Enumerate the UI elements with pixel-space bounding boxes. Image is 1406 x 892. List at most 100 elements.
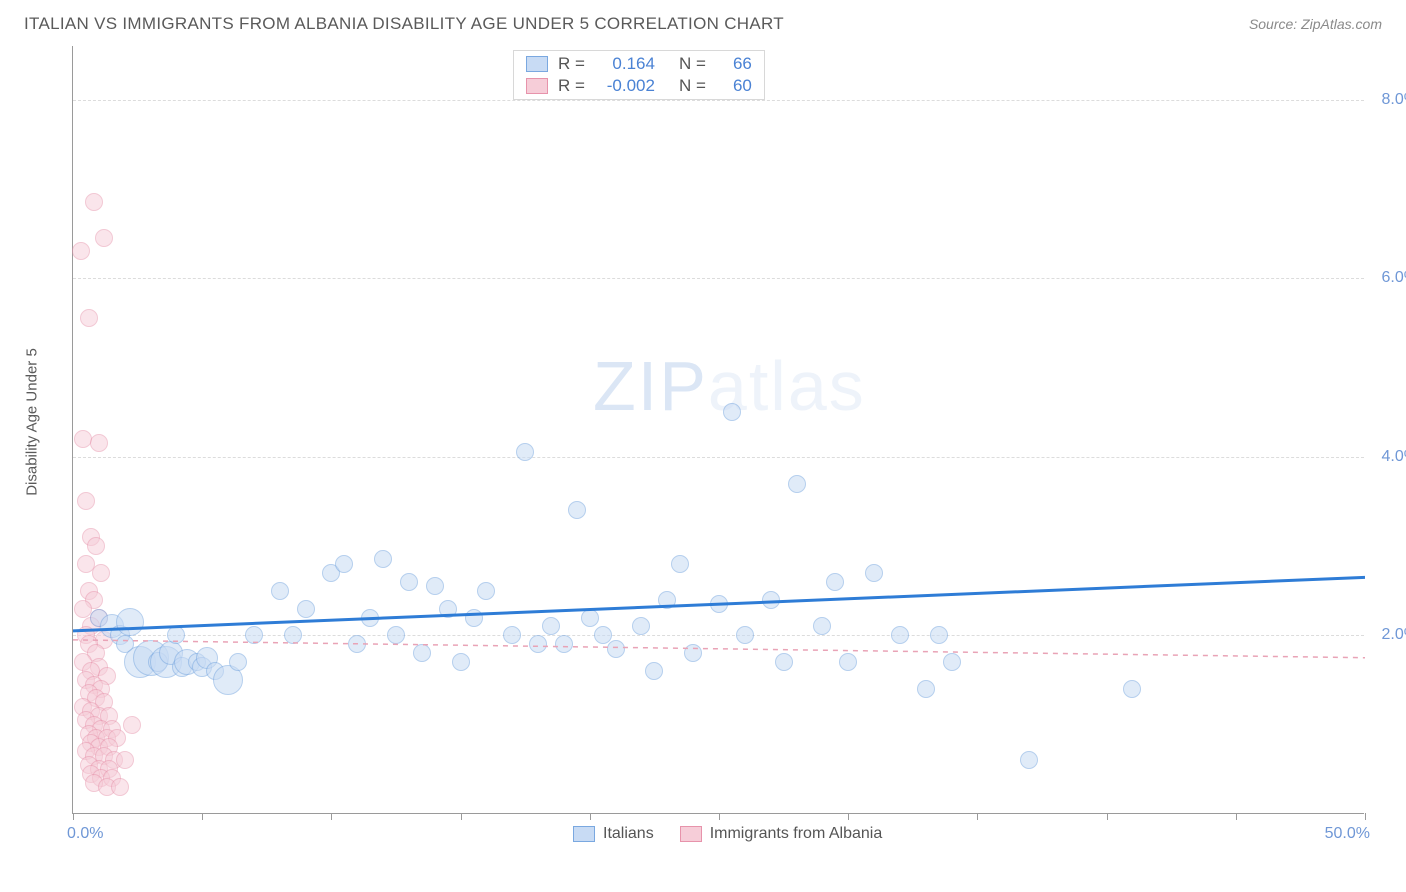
albania-point: [123, 716, 141, 734]
italians-point: [736, 626, 754, 644]
italians-point: [891, 626, 909, 644]
x-tick: [848, 813, 849, 820]
r-label: R =: [558, 54, 585, 74]
x-tick: [73, 813, 74, 820]
italians-point: [813, 617, 831, 635]
italians-point: [788, 475, 806, 493]
italians-point: [229, 653, 247, 671]
italians-point: [465, 609, 483, 627]
italians-point: [284, 626, 302, 644]
x-tick: [977, 813, 978, 820]
n-label: N =: [679, 76, 706, 96]
italians-point: [930, 626, 948, 644]
albania-point: [90, 434, 108, 452]
y-tick-label: 8.0%: [1382, 91, 1406, 109]
italians-point: [1020, 751, 1038, 769]
legend-label: Immigrants from Albania: [710, 825, 883, 843]
italians-point: [581, 609, 599, 627]
legend-label: Italians: [603, 825, 654, 843]
stats-row-italians: R = 0.164 N = 66: [514, 53, 764, 75]
chart-container: Disability Age Under 5 ZIPatlas 2.0%4.0%…: [24, 42, 1382, 862]
legend-item-italians: Italians: [573, 825, 654, 843]
gridline: [73, 635, 1364, 636]
italians-point: [645, 662, 663, 680]
r-label: R =: [558, 76, 585, 96]
italians-point: [684, 644, 702, 662]
italians-point: [529, 635, 547, 653]
italians-point: [116, 608, 144, 636]
italians-point: [568, 501, 586, 519]
italians-point: [516, 443, 534, 461]
italians-point: [426, 577, 444, 595]
italians-point: [762, 591, 780, 609]
n-label: N =: [679, 54, 706, 74]
albania-point: [116, 751, 134, 769]
albania-point: [80, 309, 98, 327]
italians-point: [542, 617, 560, 635]
y-tick-label: 4.0%: [1382, 448, 1406, 466]
italians-point: [723, 403, 741, 421]
gridline: [73, 278, 1364, 279]
italians-point: [452, 653, 470, 671]
italians-point: [1123, 680, 1141, 698]
x-tick: [461, 813, 462, 820]
italians-point: [245, 626, 263, 644]
italians-point: [658, 591, 676, 609]
chart-title: ITALIAN VS IMMIGRANTS FROM ALBANIA DISAB…: [24, 14, 784, 34]
x-tick: [202, 813, 203, 820]
italians-point: [632, 617, 650, 635]
n-value: 66: [722, 54, 752, 74]
albania-trendline: [73, 640, 1365, 658]
italians-point: [387, 626, 405, 644]
italians-point: [477, 582, 495, 600]
italians-point: [167, 626, 185, 644]
n-value: 60: [722, 76, 752, 96]
r-value: 0.164: [601, 54, 655, 74]
albania-swatch-icon: [526, 78, 548, 94]
italians-point: [374, 550, 392, 568]
albania-point: [85, 193, 103, 211]
albania-point: [77, 492, 95, 510]
italians-point: [671, 555, 689, 573]
italians-point: [400, 573, 418, 591]
albania-legend-swatch-icon: [680, 826, 702, 842]
legend-item-albania: Immigrants from Albania: [680, 825, 883, 843]
series-legend: Italians Immigrants from Albania: [573, 825, 882, 843]
x-tick: [1107, 813, 1108, 820]
italians-point: [865, 564, 883, 582]
italians-swatch-icon: [526, 56, 548, 72]
italians-point: [439, 600, 457, 618]
albania-point: [95, 229, 113, 247]
y-axis-label: Disability Age Under 5: [24, 348, 41, 496]
italians-point: [361, 609, 379, 627]
r-value: -0.002: [601, 76, 655, 96]
gridline: [73, 457, 1364, 458]
x-tick: [719, 813, 720, 820]
italians-legend-swatch-icon: [573, 826, 595, 842]
watermark-zip: ZIP: [593, 347, 708, 425]
italians-point: [775, 653, 793, 671]
albania-point: [87, 537, 105, 555]
italians-point: [943, 653, 961, 671]
italians-point: [555, 635, 573, 653]
albania-point: [92, 564, 110, 582]
italians-point: [710, 595, 728, 613]
stats-row-albania: R = -0.002 N = 60: [514, 75, 764, 97]
y-tick-label: 2.0%: [1382, 626, 1406, 644]
italians-point: [607, 640, 625, 658]
plot-area: ZIPatlas 2.0%4.0%6.0%8.0%0.0%50.0%R =0.1…: [72, 46, 1364, 814]
source-attribution: Source: ZipAtlas.com: [1249, 16, 1382, 32]
albania-point: [111, 778, 129, 796]
x-tick: [1236, 813, 1237, 820]
y-tick-label: 6.0%: [1382, 269, 1406, 287]
italians-point: [271, 582, 289, 600]
x-tick: [590, 813, 591, 820]
x-tick: [331, 813, 332, 820]
x-max-label: 50.0%: [1325, 825, 1370, 843]
italians-point: [413, 644, 431, 662]
italians-point: [917, 680, 935, 698]
albania-point: [72, 242, 90, 260]
italians-point: [503, 626, 521, 644]
x-tick: [1365, 813, 1366, 820]
x-min-label: 0.0%: [67, 825, 103, 843]
